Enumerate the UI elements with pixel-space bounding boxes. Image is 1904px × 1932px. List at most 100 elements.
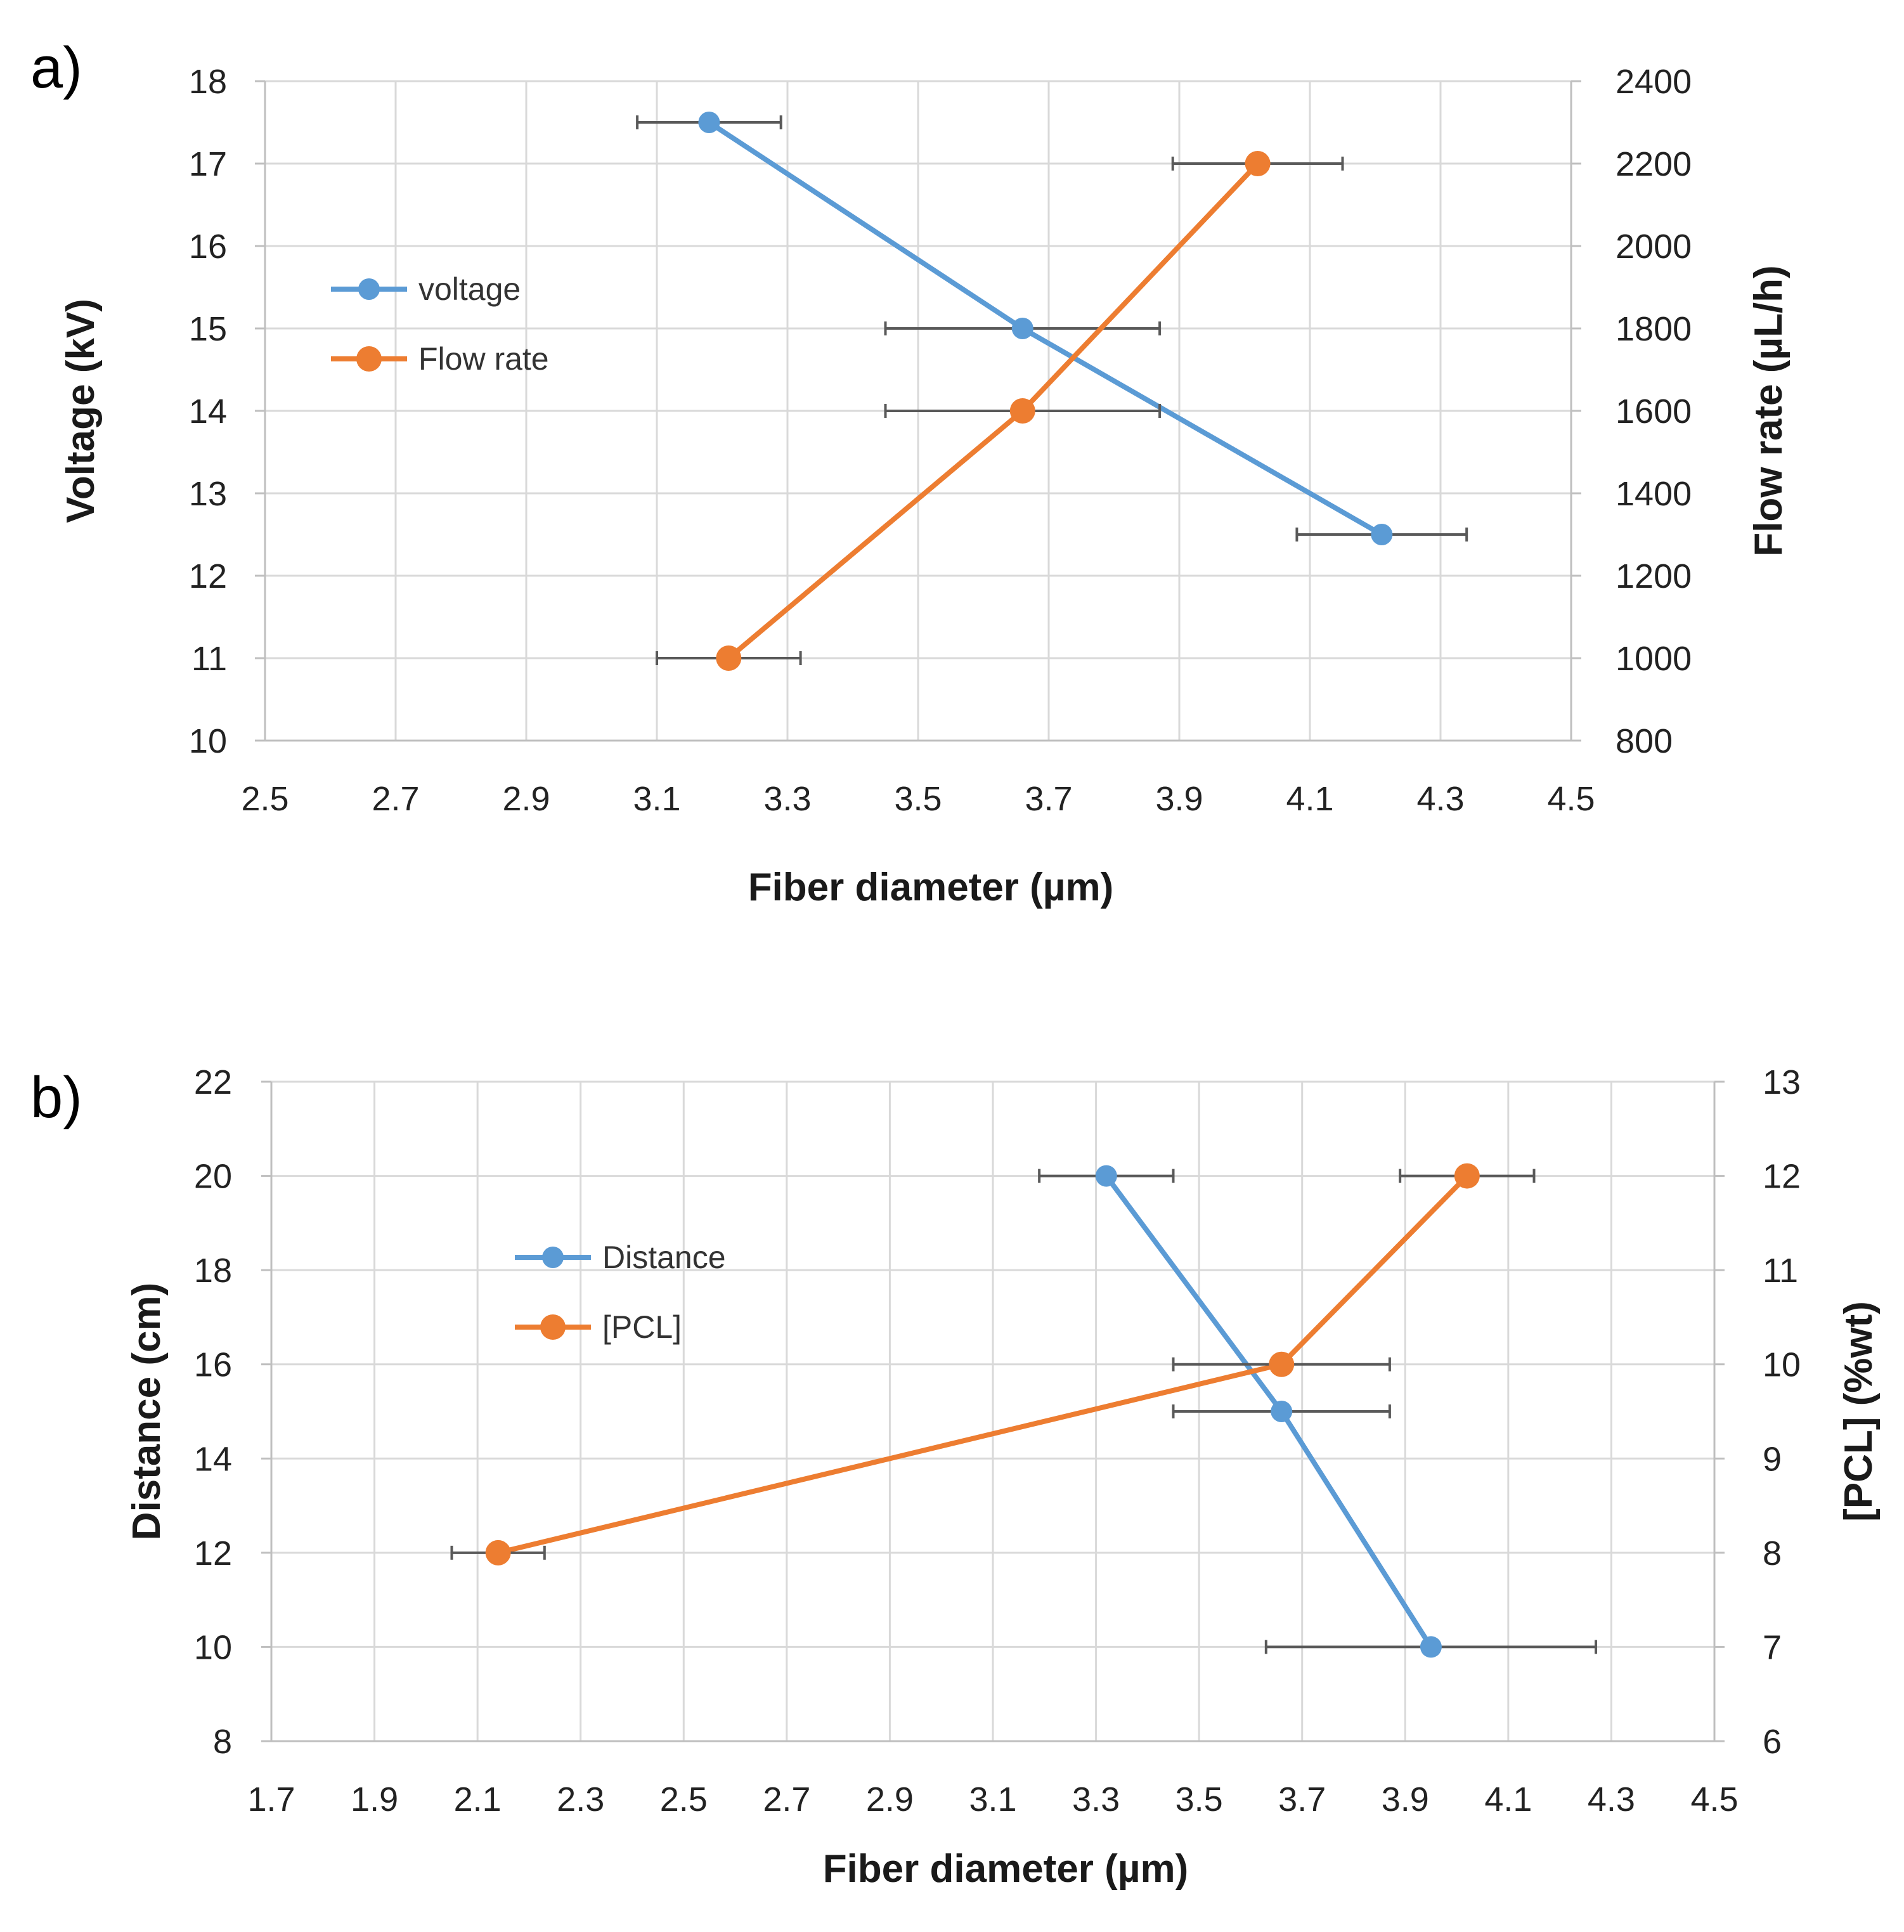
x-tick-label: 4.3 (1588, 1780, 1635, 1819)
y2-tick-label: 800 (1616, 722, 1673, 760)
data-point (698, 112, 720, 133)
x-tick-label: 3.7 (1278, 1780, 1326, 1819)
y2-tick-label: 9 (1763, 1440, 1782, 1478)
data-point (485, 1540, 511, 1566)
data-point (1011, 318, 1033, 339)
x-tick-label: 2.1 (454, 1780, 502, 1819)
legend-entry: Distance (515, 1240, 726, 1275)
series-pcl (450, 1163, 1536, 1566)
y-tick-label: 17 (189, 145, 227, 183)
y2-axis-title: [PCL] (%wt) (1837, 1301, 1881, 1522)
y-tick-label: 10 (194, 1628, 232, 1666)
x-tick-label: 2.9 (866, 1780, 914, 1819)
y-tick-label: 10 (189, 722, 227, 760)
x-tick-label: 4.1 (1286, 780, 1333, 818)
x-tick-label: 3.9 (1155, 780, 1203, 818)
legend-entry: [PCL] (515, 1309, 682, 1345)
x-tick-label: 4.3 (1416, 780, 1464, 818)
legend-label: voltage (418, 271, 521, 307)
y2-tick-label: 12 (1763, 1158, 1801, 1196)
x-tick-label: 4.5 (1690, 1780, 1738, 1819)
data-point (1454, 1163, 1480, 1189)
data-point (1095, 1165, 1117, 1187)
series-voltage (636, 112, 1468, 545)
y2-tick-label: 11 (1763, 1252, 1798, 1290)
x-tick-label: 1.9 (351, 1780, 398, 1819)
y-tick-label: 8 (213, 1723, 232, 1761)
y2-tick-label: 2200 (1616, 145, 1692, 183)
y-tick-label: 14 (189, 392, 227, 431)
x-tick-label: 3.5 (1175, 1780, 1223, 1819)
x-tick-label: 2.5 (241, 780, 288, 818)
y-tick-label: 13 (189, 475, 227, 513)
x-tick-label: 2.9 (502, 780, 550, 818)
x-tick-label: 3.7 (1025, 780, 1072, 818)
y-tick-label: 20 (194, 1158, 232, 1196)
y-tick-label: 12 (189, 557, 227, 595)
y-tick-label: 18 (194, 1252, 232, 1290)
data-point (1371, 524, 1393, 545)
y-axis-title: Distance (cm) (125, 1283, 169, 1541)
x-tick-label: 4.1 (1484, 1780, 1532, 1819)
y2-tick-label: 1200 (1616, 557, 1692, 595)
x-tick-label: 3.3 (1072, 1780, 1120, 1819)
y-tick-label: 15 (189, 310, 227, 348)
legend-swatch-marker (540, 1314, 566, 1340)
y-tick-label: 12 (194, 1534, 232, 1572)
y2-tick-label: 8 (1763, 1534, 1782, 1572)
y2-tick-label: 1400 (1616, 475, 1692, 513)
y2-tick-label: 6 (1763, 1723, 1782, 1761)
y-tick-label: 16 (189, 228, 227, 266)
x-tick-label: 3.1 (633, 780, 680, 818)
series-flowrate (656, 151, 1344, 671)
y-tick-label: 14 (194, 1440, 232, 1478)
y-tick-label: 22 (194, 1063, 232, 1101)
legend-label: Distance (602, 1240, 726, 1275)
series-distance (1038, 1165, 1598, 1658)
x-tick-label: 3.3 (763, 780, 811, 818)
x-tick-label: 2.5 (660, 1780, 708, 1819)
y2-tick-label: 1600 (1616, 392, 1692, 431)
y2-tick-label: 2400 (1616, 63, 1692, 101)
panel-a: a) 2.5 2.7 2.9 3.1 3.3 3.5 3.7 3.9 4.1 4.3 4.5 10 11 1… (30, 36, 1791, 909)
data-point (1420, 1636, 1442, 1658)
y2-tick-label: 10 (1763, 1346, 1801, 1384)
data-point (1009, 398, 1035, 424)
legend-swatch-marker (356, 346, 382, 372)
x-tick-label: 4.5 (1547, 780, 1595, 818)
panel-label: b) (30, 1065, 82, 1130)
x-axis-title: Fiber diameter (µm) (823, 1847, 1189, 1891)
y2-tick-label: 1800 (1616, 310, 1692, 348)
data-point (1271, 1401, 1293, 1422)
legend-entry: Flow rate (331, 341, 549, 377)
data-point (716, 645, 742, 671)
x-tick-label: 2.7 (763, 1780, 810, 1819)
legend-swatch-marker (358, 278, 380, 300)
y-tick-label: 11 (191, 640, 227, 678)
panel-b: b) 1.7 1.9 2.1 2.3 2.5 2.7 2.9 3.1 3.3 3.5 3.7 3.9 4.… (30, 1063, 1881, 1891)
x-tick-label: 2.3 (557, 1780, 604, 1819)
legend-label: Flow rate (418, 341, 549, 377)
y2-tick-label: 13 (1763, 1063, 1801, 1101)
x-tick-label: 2.7 (372, 780, 419, 818)
data-point (1245, 151, 1271, 176)
x-tick-label: 3.9 (1382, 1780, 1429, 1819)
y-tick-label: 16 (194, 1346, 232, 1384)
legend-label: [PCL] (602, 1309, 682, 1345)
x-tick-label: 1.7 (247, 1780, 295, 1819)
x-axis-title: Fiber diameter (µm) (748, 866, 1114, 909)
y2-tick-label: 7 (1763, 1628, 1782, 1666)
y2-tick-label: 1000 (1616, 640, 1692, 678)
data-point (1269, 1351, 1295, 1377)
x-tick-label: 3.5 (894, 780, 942, 818)
y2-tick-label: 2000 (1616, 228, 1692, 266)
x-tick-label: 3.1 (969, 1780, 1016, 1819)
y2-axis-title: Flow rate (µL/h) (1747, 265, 1791, 556)
panel-label: a) (30, 36, 82, 100)
gridlines (270, 1080, 1716, 1742)
legend-swatch-marker (542, 1247, 564, 1268)
y-axis-title: Voltage (kV) (59, 299, 103, 523)
legend-entry: voltage (331, 271, 521, 307)
y-tick-label: 18 (189, 63, 227, 101)
